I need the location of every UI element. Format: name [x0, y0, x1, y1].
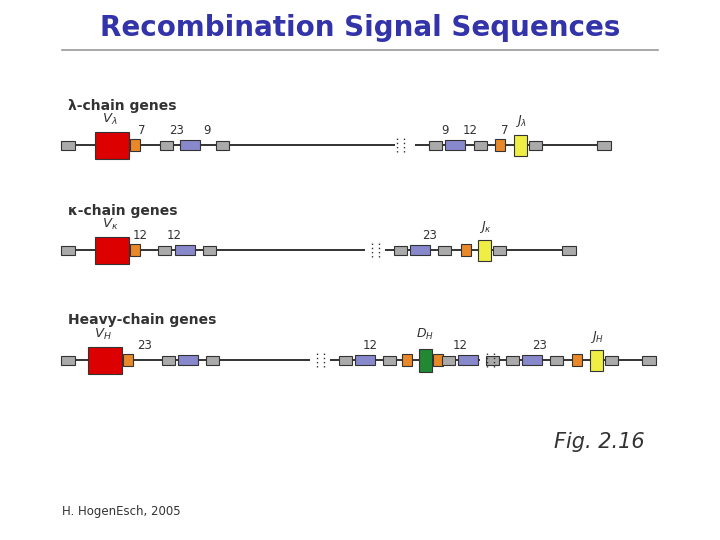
Text: 12: 12 [452, 339, 467, 352]
Text: $J_H$: $J_H$ [590, 329, 604, 345]
Bar [338, 355, 351, 364]
Bar [180, 140, 200, 150]
Bar [505, 355, 518, 364]
Text: 12: 12 [166, 229, 181, 242]
Text: $J_\kappa$: $J_\kappa$ [479, 219, 492, 235]
Text: 23: 23 [138, 339, 153, 352]
Bar [95, 132, 129, 159]
Text: κ-chain genes: κ-chain genes [68, 204, 178, 218]
Bar [513, 134, 526, 156]
Text: $V_\lambda$: $V_\lambda$ [102, 112, 118, 127]
Bar [61, 140, 75, 150]
Bar [202, 246, 215, 254]
Bar [161, 355, 174, 364]
Text: Fig. 2.16: Fig. 2.16 [554, 432, 645, 452]
Bar [123, 354, 133, 366]
Bar [158, 246, 171, 254]
Bar [461, 244, 471, 256]
Bar [394, 246, 407, 254]
Bar [642, 355, 656, 364]
Text: 12: 12 [462, 124, 477, 137]
Bar [572, 354, 582, 366]
Bar [549, 355, 562, 364]
Bar [441, 355, 454, 364]
Text: 23: 23 [533, 339, 547, 352]
Bar [61, 355, 75, 364]
Text: $D_H$: $D_H$ [416, 327, 434, 342]
Bar [205, 355, 218, 364]
Bar [160, 140, 173, 150]
Text: $V_H$: $V_H$ [94, 327, 112, 342]
Text: $V_\kappa$: $V_\kappa$ [102, 217, 118, 232]
Text: 23: 23 [423, 229, 438, 242]
Text: Heavy-chain genes: Heavy-chain genes [68, 313, 217, 327]
Bar [495, 139, 505, 151]
Bar [445, 140, 465, 150]
Text: 12: 12 [132, 229, 148, 242]
Text: $J_\lambda$: $J_\lambda$ [515, 113, 527, 129]
Text: λ-chain genes: λ-chain genes [68, 99, 176, 113]
Bar [474, 140, 487, 150]
Bar [410, 245, 430, 255]
Bar [458, 355, 478, 365]
Bar [528, 140, 541, 150]
Bar [130, 244, 140, 256]
Bar [485, 355, 498, 364]
Text: 9: 9 [203, 124, 211, 137]
Bar [130, 139, 140, 151]
Bar [178, 355, 198, 365]
Bar [402, 354, 412, 366]
Bar [61, 246, 75, 254]
Bar [597, 140, 611, 150]
Bar [175, 245, 195, 255]
Bar [355, 355, 375, 365]
Text: H. HogenEsch, 2005: H. HogenEsch, 2005 [62, 505, 181, 518]
Bar [492, 246, 505, 254]
Text: 12: 12 [362, 339, 377, 352]
Bar [382, 355, 395, 364]
Text: 9: 9 [441, 124, 449, 137]
Bar [562, 246, 576, 254]
Bar [605, 355, 618, 364]
Text: 7: 7 [138, 124, 145, 137]
Bar [477, 240, 490, 260]
Bar [95, 237, 129, 264]
Bar [590, 349, 603, 370]
Text: Recombination Signal Sequences: Recombination Signal Sequences [100, 14, 620, 42]
Bar [522, 355, 542, 365]
Bar [418, 348, 431, 372]
Bar [88, 347, 122, 374]
Bar [215, 140, 228, 150]
Bar [433, 354, 443, 366]
Bar [438, 246, 451, 254]
Text: 7: 7 [501, 124, 509, 137]
Text: 23: 23 [170, 124, 184, 137]
Bar [428, 140, 441, 150]
